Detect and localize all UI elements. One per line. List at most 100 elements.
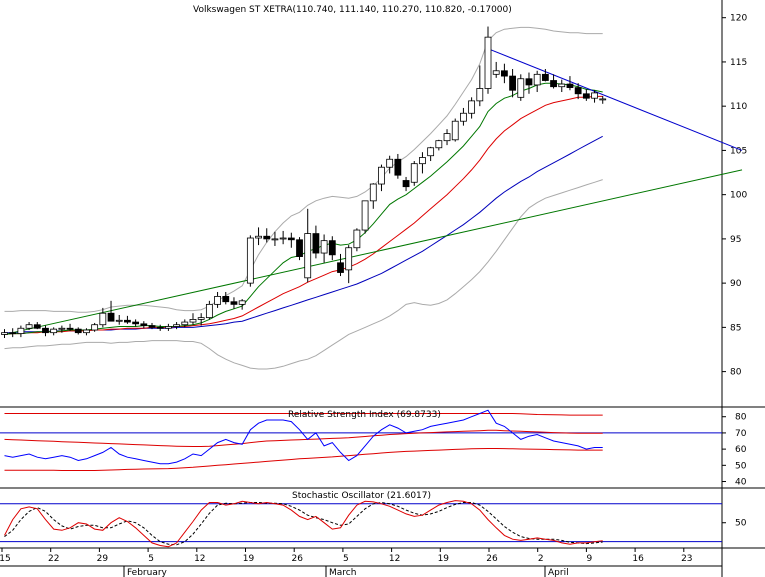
candle-body — [132, 321, 140, 325]
price-axis-label: 100 — [730, 191, 747, 201]
candle-body — [156, 326, 164, 329]
rsi-line — [4, 409, 603, 465]
candle-body — [148, 325, 156, 328]
candle-body — [230, 301, 238, 305]
candle-body — [83, 329, 90, 334]
candle-body — [222, 296, 230, 303]
date-axis-label: 19 — [438, 554, 450, 564]
candle-body — [492, 70, 500, 75]
candle-body — [328, 240, 336, 256]
rsi-axis-label: 80 — [735, 413, 747, 423]
date-axis-label: 2 — [538, 554, 544, 564]
rsi-axis-label: 40 — [735, 478, 747, 488]
candle-body — [263, 235, 271, 240]
price-axis-label: 80 — [730, 368, 742, 378]
rsi-upper-band-line — [4, 429, 603, 447]
candle-body — [500, 70, 508, 77]
price-axis-label: 90 — [730, 279, 742, 289]
candle-body — [58, 327, 66, 330]
rsi-axis-label: 70 — [735, 429, 747, 439]
candle-body — [287, 237, 295, 241]
rsi-axis-label: 60 — [735, 445, 747, 455]
candle-body — [25, 324, 33, 329]
candle-body — [558, 83, 566, 88]
date-axis-label: 12 — [194, 554, 205, 564]
date-axis-label: 29 — [97, 554, 109, 564]
date-axis-label: 12 — [389, 554, 400, 564]
date-axis-label: 26 — [486, 554, 498, 564]
candle-body — [460, 112, 467, 122]
candle-body — [304, 233, 312, 279]
candle-body — [386, 158, 394, 168]
candle-body — [574, 87, 582, 95]
candle-body — [468, 100, 476, 114]
month-label: April — [548, 568, 569, 577]
date-axis-label: 19 — [243, 554, 255, 564]
candle-body — [369, 183, 377, 202]
rsi-title: Relative Strength Index (69.8733) — [288, 410, 441, 420]
moving-average-long-line — [4, 135, 603, 334]
candle-body — [271, 238, 279, 241]
candle-body — [402, 180, 410, 188]
candle-body — [517, 78, 525, 98]
candle-body — [345, 247, 353, 271]
candle-body — [451, 120, 459, 141]
rsi-top-band-line — [4, 413, 603, 416]
candle-body — [394, 158, 402, 176]
candle-body — [189, 319, 197, 323]
date-axis-label: 5 — [343, 554, 349, 564]
bollinger-lower-line — [4, 179, 603, 370]
candle-body — [296, 239, 303, 257]
candle-body — [197, 317, 205, 320]
candle-body — [599, 98, 607, 101]
price-axis-label: 85 — [730, 323, 741, 333]
date-axis-label: 15 — [0, 554, 11, 564]
candle-body — [246, 237, 254, 284]
uptrend-line — [4, 169, 743, 335]
stochastic-d-line — [4, 501, 603, 546]
stochastic-axis-label: 50 — [735, 519, 747, 529]
candle-body — [550, 80, 557, 88]
stochastic-title: Stochastic Oscillator (21.6017) — [292, 491, 431, 501]
candle-body — [42, 327, 49, 334]
candle-body — [378, 166, 385, 185]
candle-body — [124, 319, 131, 323]
candle-body — [255, 235, 262, 239]
candle-body — [484, 36, 492, 89]
date-axis-label: 5 — [148, 554, 154, 564]
candle-body — [1, 332, 8, 335]
candle-body — [591, 92, 598, 99]
candle-body — [33, 324, 41, 329]
candle-body — [312, 233, 320, 254]
rsi-axis-label: 50 — [735, 461, 747, 471]
candle-body — [91, 324, 99, 331]
price-axis-label: 115 — [730, 58, 747, 68]
candle-body — [582, 93, 590, 99]
candle-body — [541, 73, 549, 81]
price-axis-label: 105 — [730, 146, 747, 156]
bollinger-upper-line — [4, 26, 603, 313]
candle-body — [337, 262, 344, 273]
moving-average-short-line — [4, 82, 603, 335]
candle-body — [205, 303, 213, 319]
candle-body — [238, 300, 246, 305]
candle-body — [525, 78, 533, 86]
candle-body — [279, 237, 287, 240]
month-label: March — [329, 568, 356, 577]
candle-body — [353, 229, 361, 249]
candle-body — [533, 73, 541, 86]
moving-average-mid-line — [4, 95, 603, 335]
candle-body — [476, 88, 484, 102]
candle-body — [107, 312, 115, 322]
date-axis-label: 26 — [291, 554, 303, 564]
candle-body — [164, 326, 172, 329]
date-axis-label: 23 — [681, 554, 692, 564]
candle-body — [214, 296, 221, 305]
candle-body — [17, 327, 25, 334]
candle-body — [50, 328, 58, 334]
candle-body — [566, 83, 574, 88]
candle-body — [361, 200, 369, 231]
stochastic-k-line — [4, 500, 603, 548]
